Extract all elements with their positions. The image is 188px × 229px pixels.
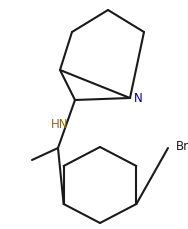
Text: N: N: [134, 92, 142, 104]
Text: Br: Br: [176, 141, 188, 153]
Text: HN: HN: [51, 118, 69, 131]
